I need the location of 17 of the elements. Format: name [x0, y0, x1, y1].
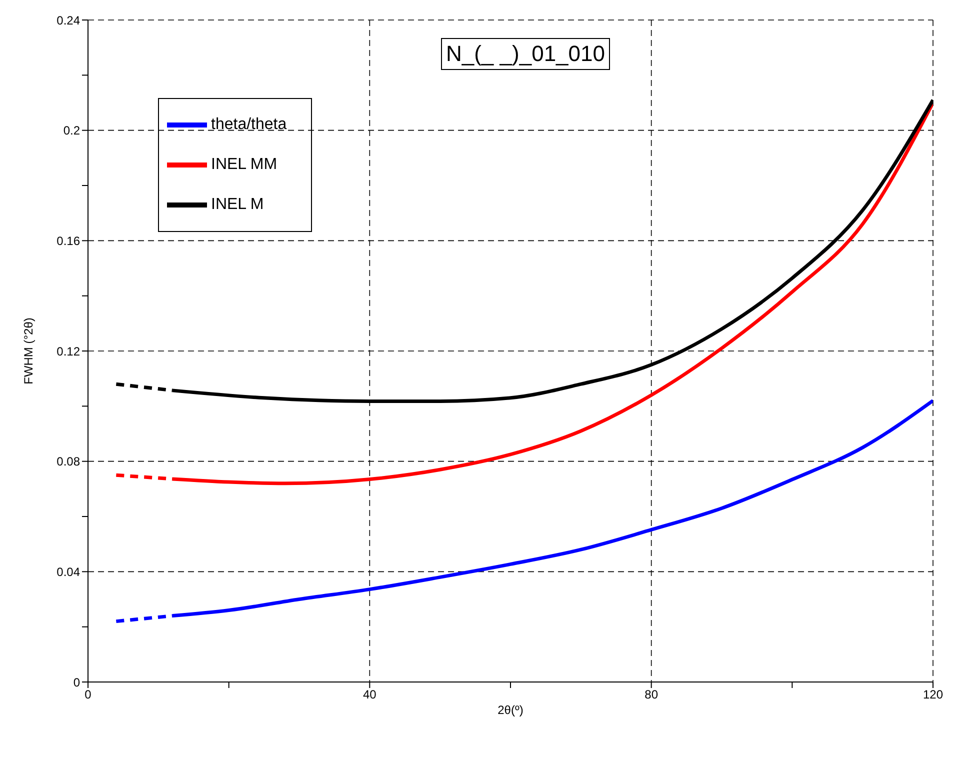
x-tick-label: 40: [362, 688, 377, 702]
y-tick-label: 0: [73, 675, 80, 690]
x-tick-label: 120: [922, 688, 944, 702]
y-tick-label: 0.2: [63, 124, 80, 138]
x-tick-label: 0: [84, 688, 92, 702]
legend-label: INEL MM: [211, 156, 278, 174]
y-tick-label: 0.16: [56, 234, 80, 248]
y-tick-label: 0.12: [56, 344, 80, 358]
y-tick-label: 0.24: [56, 13, 80, 28]
legend-label: INEL M: [211, 196, 264, 214]
x-axis-title: 2θ(º): [498, 703, 524, 717]
y-tick-label: 0.08: [56, 454, 80, 469]
y-axis-title: FWHM (°2θ): [21, 318, 36, 384]
text: N_(_ _)_01_010: [440, 38, 610, 70]
legend-label: theta/theta: [211, 116, 287, 134]
y-tick-label: 0.04: [56, 564, 80, 579]
x-tick-label: 80: [644, 688, 658, 702]
